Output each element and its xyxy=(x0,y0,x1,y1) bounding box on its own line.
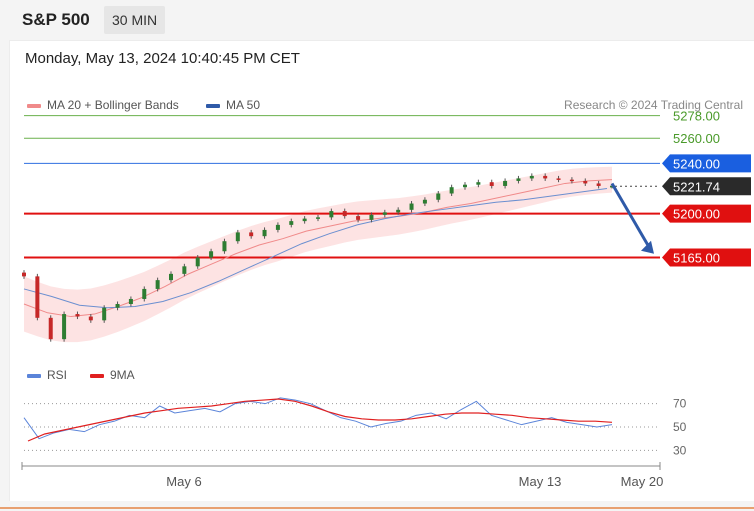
ma20-swatch xyxy=(27,103,41,108)
candle-body xyxy=(155,280,160,289)
legend-ma50-label: MA 50 xyxy=(226,98,261,112)
price-tag-5240.00 xyxy=(662,154,751,173)
candle-body xyxy=(382,212,387,215)
timeframe-badge[interactable]: 30 MIN xyxy=(104,6,166,34)
candle-body xyxy=(88,316,93,321)
candle-body xyxy=(583,180,588,184)
x-tick-label: May 6 xyxy=(166,474,201,489)
price-label-5260.00: 5260.00 xyxy=(673,131,720,146)
candle-body xyxy=(222,241,227,252)
candle-body xyxy=(316,217,320,219)
forecast-arrow-shaft xyxy=(610,182,652,250)
ma9-swatch xyxy=(90,373,104,378)
candle-body xyxy=(48,317,53,340)
legend-ma50: MA 50 xyxy=(206,98,260,112)
candle-body xyxy=(596,183,601,186)
candle-body xyxy=(463,184,467,188)
forecast-arrow-head xyxy=(641,240,654,254)
candle-body xyxy=(396,209,401,213)
candle-body xyxy=(489,182,494,186)
candle-body xyxy=(610,185,614,188)
candle-body xyxy=(556,178,561,180)
legend-9ma: 9MA xyxy=(90,368,135,382)
candle-body xyxy=(302,218,307,222)
price-label-5278.00: 5278.00 xyxy=(673,109,720,124)
legend-rsi-label: RSI xyxy=(47,368,68,382)
candle-body xyxy=(516,178,521,181)
symbol-title: S&P 500 xyxy=(22,10,90,29)
candle-body xyxy=(329,211,334,218)
page-divider xyxy=(0,507,754,509)
price-label-5240.00: 5240.00 xyxy=(673,156,720,171)
rsi-tick-label: 30 xyxy=(673,443,687,457)
legend-9ma-label: 9MA xyxy=(110,368,135,382)
ma50-swatch xyxy=(206,103,220,108)
candle-body xyxy=(102,307,107,321)
candle-body xyxy=(262,229,267,237)
candle-body xyxy=(342,211,347,217)
candle-body xyxy=(22,272,26,277)
price-tag-5165.00 xyxy=(662,248,751,267)
candle-body xyxy=(289,221,294,225)
candle-body xyxy=(75,314,80,317)
rsi-tick-label: 70 xyxy=(673,397,687,411)
candle-body xyxy=(182,266,187,274)
candle-body xyxy=(569,179,574,182)
candle-body xyxy=(62,314,67,340)
candle-body xyxy=(369,214,374,220)
price-tag-5200.00 xyxy=(662,204,751,223)
candle-body xyxy=(115,304,120,308)
candle-body xyxy=(142,288,147,299)
chart-header: S&P 500 30 MIN xyxy=(0,0,754,40)
rsi-9ma-line xyxy=(27,398,613,442)
candle-body xyxy=(275,224,280,230)
legend-rsi: RSI xyxy=(27,368,67,382)
rsi-swatch xyxy=(27,373,41,378)
legend-ma20: MA 20 + Bollinger Bands xyxy=(27,98,179,112)
candle-body xyxy=(543,175,548,179)
candle-body xyxy=(235,232,240,242)
candle-body xyxy=(356,216,361,220)
candle-body xyxy=(422,199,427,204)
candle-body xyxy=(249,232,254,237)
candle-body xyxy=(449,187,454,194)
rsi-tick-label: 50 xyxy=(673,420,687,434)
research-credit: Research © 2024 Trading Central xyxy=(564,98,743,112)
candle-body xyxy=(209,251,214,258)
candle-body xyxy=(35,276,40,318)
candle-body xyxy=(169,273,173,281)
price-tag-5221.74 xyxy=(662,177,751,196)
price-label-5165.00: 5165.00 xyxy=(673,251,720,266)
candle-body xyxy=(476,182,481,185)
ma50-line xyxy=(23,187,608,309)
ma20-line xyxy=(23,179,613,318)
candle-body xyxy=(128,298,133,304)
price-label-5200.00: 5200.00 xyxy=(673,207,720,222)
candle-body xyxy=(409,203,414,210)
price-label-5221.74: 5221.74 xyxy=(673,179,720,194)
candle-body xyxy=(436,193,441,200)
candle-body xyxy=(529,175,534,179)
bollinger-band xyxy=(24,166,612,343)
candle-body xyxy=(503,180,508,186)
x-tick-label: May 13 xyxy=(519,474,562,489)
legend-ma20-label: MA 20 + Bollinger Bands xyxy=(47,98,179,112)
chart-datetime: Monday, May 13, 2024 10:40:45 PM CET xyxy=(25,50,300,67)
x-tick-label: May 20 xyxy=(621,474,664,489)
candle-body xyxy=(195,257,200,267)
